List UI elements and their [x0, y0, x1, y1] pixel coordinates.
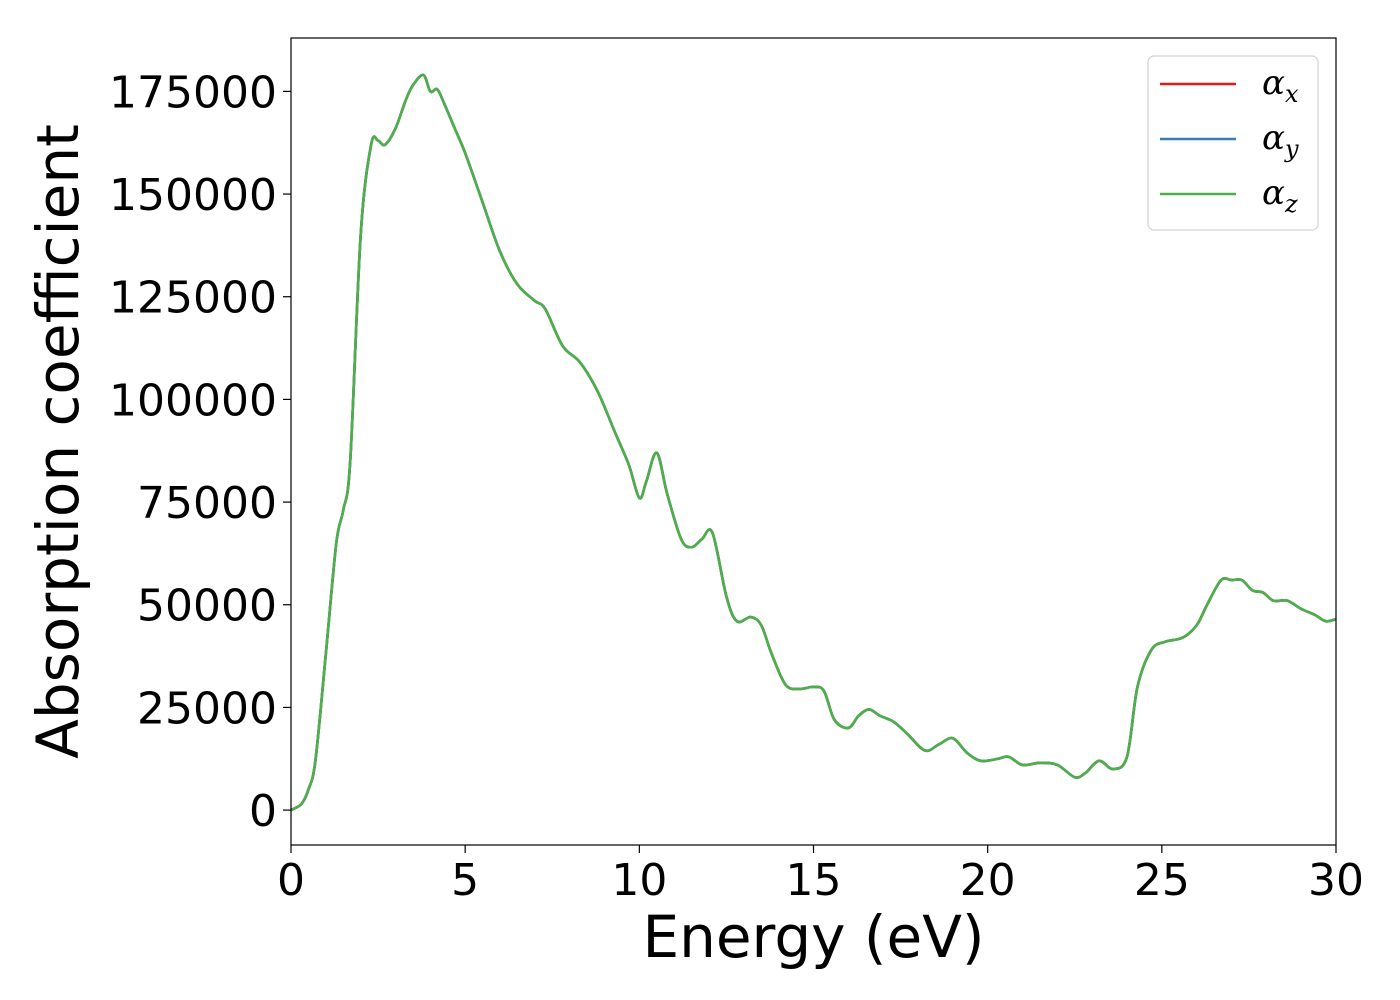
- legend-label: αx: [1262, 63, 1299, 108]
- x-tick-label: 20: [960, 855, 1016, 906]
- legend-label: αz: [1262, 173, 1298, 218]
- y-tick-label: 125000: [109, 273, 277, 324]
- y-tick-label: 150000: [109, 170, 277, 221]
- y-axis-title: Absorption coefficient: [24, 124, 92, 759]
- x-axis-title: Energy (eV): [642, 903, 984, 971]
- series-line-3: [290, 73, 1337, 812]
- y-tick-label: 75000: [137, 478, 277, 529]
- x-tick-label: 10: [611, 855, 667, 906]
- x-tick-label: 30: [1308, 855, 1364, 906]
- legend-label: αy: [1262, 118, 1299, 163]
- x-tick-label: 25: [1134, 855, 1190, 906]
- legend-box: [1147, 55, 1319, 231]
- y-tick-label: 25000: [137, 683, 277, 734]
- x-tick-label: 15: [786, 855, 842, 906]
- y-tick-label: 175000: [109, 67, 277, 118]
- x-tick-label: 0: [277, 855, 305, 906]
- y-tick-label: 100000: [109, 375, 277, 426]
- legend: αx αy αz: [1147, 55, 1319, 231]
- y-axis-ticks: 0 25000 50000 75000 100000 125000 150000 175000: [109, 67, 291, 837]
- x-axis-ticks: 0 5 10 15 20 25 30: [277, 845, 1364, 906]
- y-tick-label: 50000: [137, 581, 277, 632]
- y-tick-label: 0: [249, 786, 277, 837]
- series-layer: [290, 73, 1337, 812]
- x-tick-label: 5: [451, 855, 479, 906]
